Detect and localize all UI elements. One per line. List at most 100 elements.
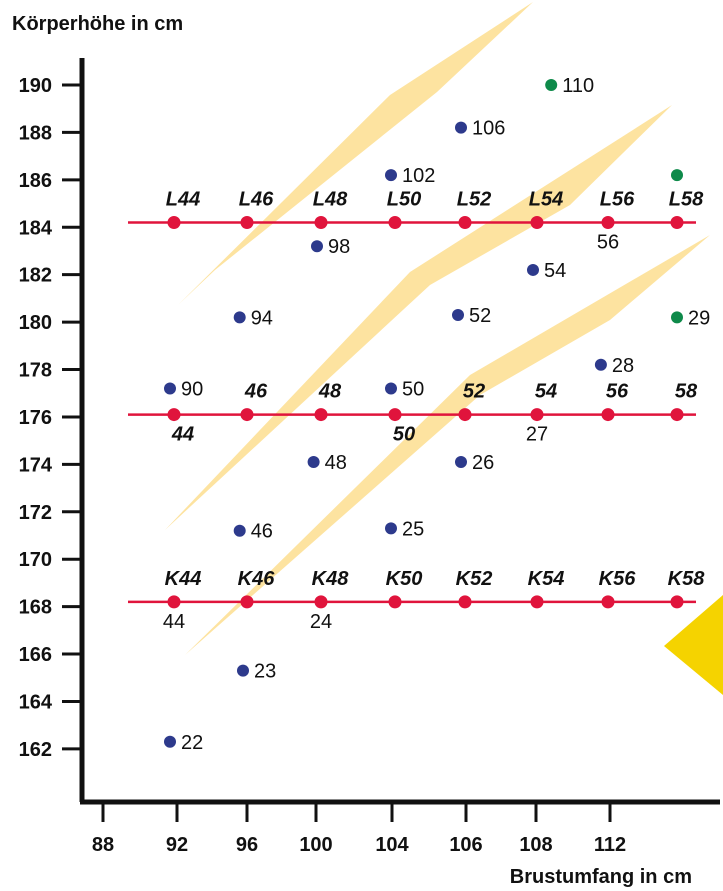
data-point-label: 25 <box>402 518 424 540</box>
corner-decoration <box>664 595 723 695</box>
data-point-label: 98 <box>328 236 350 258</box>
size-marker <box>670 595 684 609</box>
data-point <box>452 308 464 321</box>
size-label: K54 <box>528 568 565 590</box>
data-point <box>545 79 558 91</box>
data-point-label: 52 <box>469 305 491 327</box>
data-point <box>671 169 683 182</box>
data-point-label: 29 <box>688 307 710 329</box>
band-1 <box>178 2 533 305</box>
data-point <box>455 455 467 468</box>
size-label: L58 <box>669 189 704 211</box>
y-tick-label: 176 <box>19 407 52 429</box>
data-point <box>385 382 397 395</box>
size-label: K50 <box>386 568 423 590</box>
y-tick-label: 168 <box>19 597 52 619</box>
size-line-annotation: 56 <box>597 232 619 254</box>
size-marker <box>601 216 615 230</box>
size-label: K56 <box>599 568 637 590</box>
size-lines: L44 L46 L48 L50 L52 L54 L56 L58 56 44 46 48 50 52 54 56… <box>128 189 705 633</box>
size-label: K52 <box>456 568 493 590</box>
x-tick-label: 92 <box>166 834 188 856</box>
size-marker <box>314 408 328 422</box>
size-label: 46 <box>244 381 268 403</box>
data-point <box>233 524 246 537</box>
x-tick-label: 108 <box>519 834 552 856</box>
data-point-label: 102 <box>402 165 435 187</box>
size-label: L48 <box>313 189 348 211</box>
size-marker <box>240 595 254 609</box>
size-label: 50 <box>393 424 415 446</box>
data-point <box>307 455 320 468</box>
y-axis-title: Körperhöhe in cm <box>12 13 183 35</box>
size-marker <box>670 408 684 422</box>
size-marker <box>530 595 544 609</box>
data-point-label: 23 <box>254 661 276 683</box>
axes <box>79 58 720 805</box>
data-point-label: 50 <box>402 378 424 400</box>
y-tick-label: 164 <box>19 691 53 713</box>
y-tick-labels: 190 188 186 184 182 180 178 176 174 172 170 168 166 1… <box>19 75 80 761</box>
size-label: L50 <box>387 189 421 211</box>
size-label: 48 <box>318 381 342 403</box>
data-point-label: 94 <box>251 307 273 329</box>
data-point <box>385 169 397 182</box>
size-marker <box>314 595 328 609</box>
size-label: 54 <box>535 381 557 403</box>
x-tick-label: 112 <box>594 834 626 856</box>
data-point-label: 106 <box>472 118 505 140</box>
size-line-annotation: 27 <box>526 424 548 446</box>
size-marker <box>167 408 181 422</box>
size-marker <box>388 595 402 609</box>
y-tick-label: 172 <box>19 502 52 524</box>
data-point <box>237 664 249 677</box>
data-point-label: 46 <box>251 521 273 543</box>
data-point-label: 48 <box>325 452 347 474</box>
size-label: L44 <box>166 189 200 211</box>
y-tick-label: 178 <box>19 360 52 382</box>
size-marker <box>240 216 254 230</box>
size-marker <box>167 216 181 230</box>
data-point <box>164 382 176 395</box>
size-label: 52 <box>463 381 485 403</box>
size-label: K48 <box>312 568 350 590</box>
data-point <box>311 240 323 253</box>
y-tick-label: 162 <box>19 739 52 761</box>
corner-triangle <box>664 595 723 695</box>
size-label: K44 <box>165 568 202 590</box>
size-label: 58 <box>675 381 698 403</box>
data-point <box>671 311 683 324</box>
x-axis-title: Brustumfang in cm <box>510 866 692 888</box>
size-marker <box>458 408 472 422</box>
size-label: K46 <box>238 568 276 590</box>
size-label: L56 <box>600 189 635 211</box>
x-tick-label: 88 <box>92 834 114 856</box>
data-point-label: 54 <box>544 260 566 282</box>
data-point-label: 90 <box>181 378 203 400</box>
size-marker <box>458 216 472 230</box>
size-label: K58 <box>668 568 706 590</box>
x-tick-label: 96 <box>236 834 258 856</box>
size-label: L46 <box>239 189 274 211</box>
size-line-annotation: 44 <box>163 611 185 633</box>
data-point-label: 26 <box>472 452 494 474</box>
y-tick-label: 186 <box>19 170 52 192</box>
y-tick-label: 190 <box>19 75 52 97</box>
data-points: 110 106 102 98 54 94 52 29 28 90 50 48 26 46 25 23 22 <box>164 75 710 754</box>
size-label: L54 <box>529 189 563 211</box>
x-tick-label: 100 <box>299 834 332 856</box>
size-marker <box>314 216 328 230</box>
size-marker <box>167 595 181 609</box>
data-point-label: 22 <box>181 732 203 754</box>
data-point <box>594 358 607 371</box>
size-marker <box>530 408 544 422</box>
size-label: 44 <box>171 424 194 446</box>
y-tick-label: 188 <box>19 122 52 144</box>
data-point <box>233 311 246 324</box>
size-marker <box>670 216 684 230</box>
size-marker <box>388 216 402 230</box>
band-3 <box>185 235 710 655</box>
data-point-label: 110 <box>562 75 594 97</box>
size-label: 56 <box>606 381 629 403</box>
